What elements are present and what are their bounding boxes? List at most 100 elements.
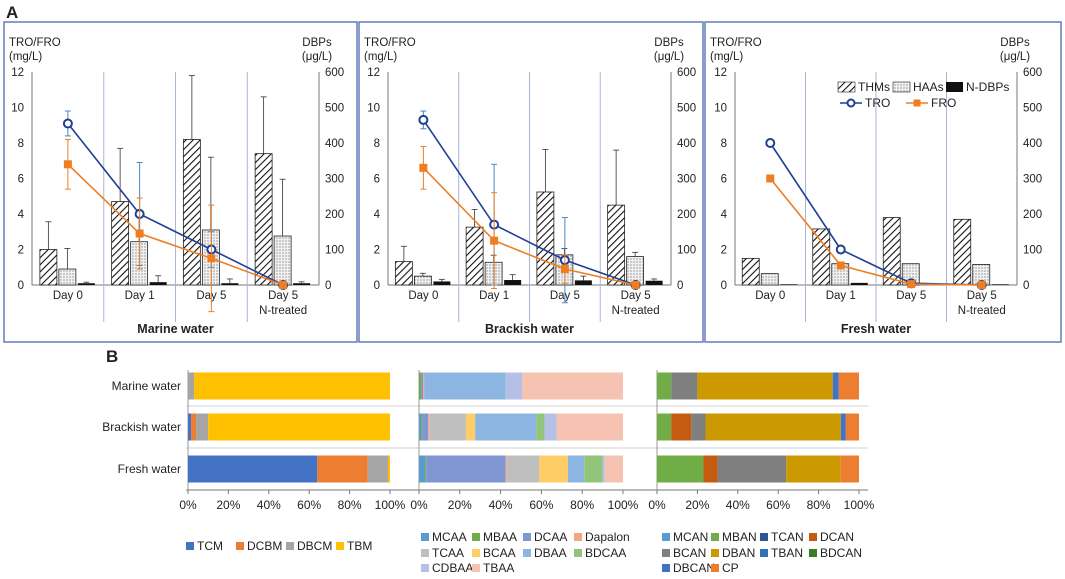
stacked-segment-dbcm: [367, 455, 388, 483]
bar-thms: [394, 261, 413, 286]
left-axis-title: TRO/FRO: [710, 37, 762, 49]
fro-marker: [279, 281, 288, 289]
legend-swatch-dapalon: [574, 533, 582, 541]
fro-marker: [63, 160, 72, 169]
stacked-segment-mbaa: [421, 413, 423, 441]
bar-n-dbps: [780, 284, 798, 285]
left-tick-label: 4: [721, 209, 728, 221]
stacked-segment-dcan: [671, 413, 692, 441]
left-tick-label: 12: [11, 67, 24, 79]
stacked-segment-dbaa: [424, 372, 506, 400]
fro-marker: [560, 265, 569, 274]
x-tick-label: 0%: [648, 498, 666, 512]
stacked-segment-dbcan: [832, 372, 839, 400]
legend-swatch-tcm: [186, 542, 194, 550]
x-tick-label: 60%: [529, 498, 553, 512]
right-tick-label: 600: [677, 67, 696, 79]
bar-n-dbps: [991, 284, 1009, 285]
legend-label-dcan: DCAN: [820, 530, 854, 544]
fro-marker: [631, 281, 640, 289]
tro-marker: [62, 118, 73, 129]
legend-label-dbcan: DBCAN: [673, 561, 715, 574]
stacked-segment-cp: [840, 455, 859, 483]
stacked-segment-mbaa: [419, 372, 422, 400]
legend-swatch-tcaa: [421, 549, 429, 557]
stacked-segment-dbcan: [840, 413, 846, 441]
left-tick-label: 6: [18, 174, 24, 186]
stacked-chart-3: 0% 20% 40% 60% 80% 100%: [648, 370, 875, 512]
stacked-segment-bcan: [717, 455, 787, 483]
legend-label-dbaa: DBAA: [534, 546, 567, 560]
x-tick-label: 20%: [448, 498, 472, 512]
fro-marker: [907, 280, 916, 289]
right-tick-label: 0: [1023, 280, 1029, 292]
x-tick-label: 40%: [257, 498, 281, 512]
panel-b-legend: TCM DCBM DBCM TBM MCAA MBAA DCAA Dapalon TCAA BCA…: [186, 530, 862, 575]
x-category-label-line2: N-treated: [958, 305, 1006, 317]
right-axis-title: DBPs: [654, 37, 684, 49]
legend-label-tban: TBAN: [771, 546, 803, 560]
x-tick-label: 80%: [570, 498, 594, 512]
bar-haas: [413, 275, 432, 286]
fro-marker: [490, 236, 499, 245]
legend-label-tcm: TCM: [197, 539, 223, 553]
legend-label-tbaa: TBAA: [483, 561, 514, 574]
row-label: Marine water: [112, 379, 181, 393]
fro-marker: [207, 254, 216, 263]
right-tick-label: 200: [325, 209, 344, 221]
legend-label-dcaa: DCAA: [534, 530, 567, 544]
stacked-segment-cp: [845, 413, 859, 441]
left-tick-label: 8: [721, 138, 727, 150]
stacked-segment-bdcaa: [536, 413, 545, 441]
x-category-label: Day 0: [53, 290, 83, 302]
legend-swatch-mcaa: [421, 533, 429, 541]
stacked-segment-bcan: [691, 413, 706, 441]
legend-label-dbcm: DBCM: [297, 539, 332, 553]
x-tick-label: 60%: [297, 498, 321, 512]
legend-label-tcaa: TCAA: [432, 546, 464, 560]
right-tick-label: 500: [677, 103, 696, 115]
bar-thms: [882, 217, 901, 286]
x-category-label: Day 0: [408, 290, 438, 302]
stacked-segment-bdcaa: [584, 455, 603, 483]
x-tick-label: 40%: [489, 498, 513, 512]
stacked-segment-mcaa: [419, 455, 426, 483]
right-axis-unit: (μg/L): [654, 51, 684, 63]
stacked-segment-dbaa: [567, 455, 585, 483]
x-tick-label: 80%: [807, 498, 831, 512]
left-axis-unit: (mg/L): [710, 51, 743, 63]
left-tick-label: 2: [18, 245, 24, 257]
legend-ndbps-swatch: [946, 82, 963, 92]
stacked-segment-dapalon: [505, 455, 507, 483]
stacked-segment-dban: [705, 413, 841, 441]
left-tick-label: 10: [367, 103, 380, 115]
bar-haas: [760, 273, 779, 286]
left-tick-label: 10: [714, 103, 727, 115]
stacked-segment-tbaa: [556, 413, 623, 441]
left-tick-label: 2: [374, 245, 380, 257]
legend-label-bdcan: BDCAN: [820, 546, 862, 560]
x-tick-label: 80%: [338, 498, 362, 512]
legend-swatch-dbaa: [523, 549, 531, 557]
chart-1: TRO/FRO (mg/L) DBPs (μg/L) 0 2 4 6 8 10 12 0 100 200 3…: [3, 21, 358, 343]
right-tick-label: 500: [325, 103, 344, 115]
fro-marker: [766, 174, 775, 183]
stacked-segment-tbm: [194, 372, 390, 400]
legend-label-mbaa: MBAA: [483, 530, 517, 544]
chart-3: TRO/FRO (mg/L) DBPs (μg/L) 0 2 4 6 8 10 12 0 100 200 3…: [704, 21, 1062, 343]
stacked-segment-dbaa: [475, 413, 537, 441]
legend-swatch-mbaa: [472, 533, 480, 541]
stacked-segment-tcm: [188, 455, 318, 483]
x-tick-label: 20%: [216, 498, 240, 512]
legend-thms-label: THMs: [858, 80, 890, 94]
chart-2: TRO/FRO (mg/L) DBPs (μg/L) 0 2 4 6 8 10 12 0 100 200 3…: [358, 21, 704, 343]
tro-marker: [765, 138, 776, 148]
legend-swatch-dban: [711, 549, 719, 557]
line-fro: [67, 163, 284, 286]
right-tick-label: 100: [677, 245, 696, 257]
right-tick-label: 0: [677, 280, 683, 292]
line-fro: [769, 177, 982, 286]
stacked-segment-cdbaa: [602, 455, 605, 483]
stacked-segment-cdbaa: [544, 413, 557, 441]
left-tick-label: 4: [374, 209, 381, 221]
